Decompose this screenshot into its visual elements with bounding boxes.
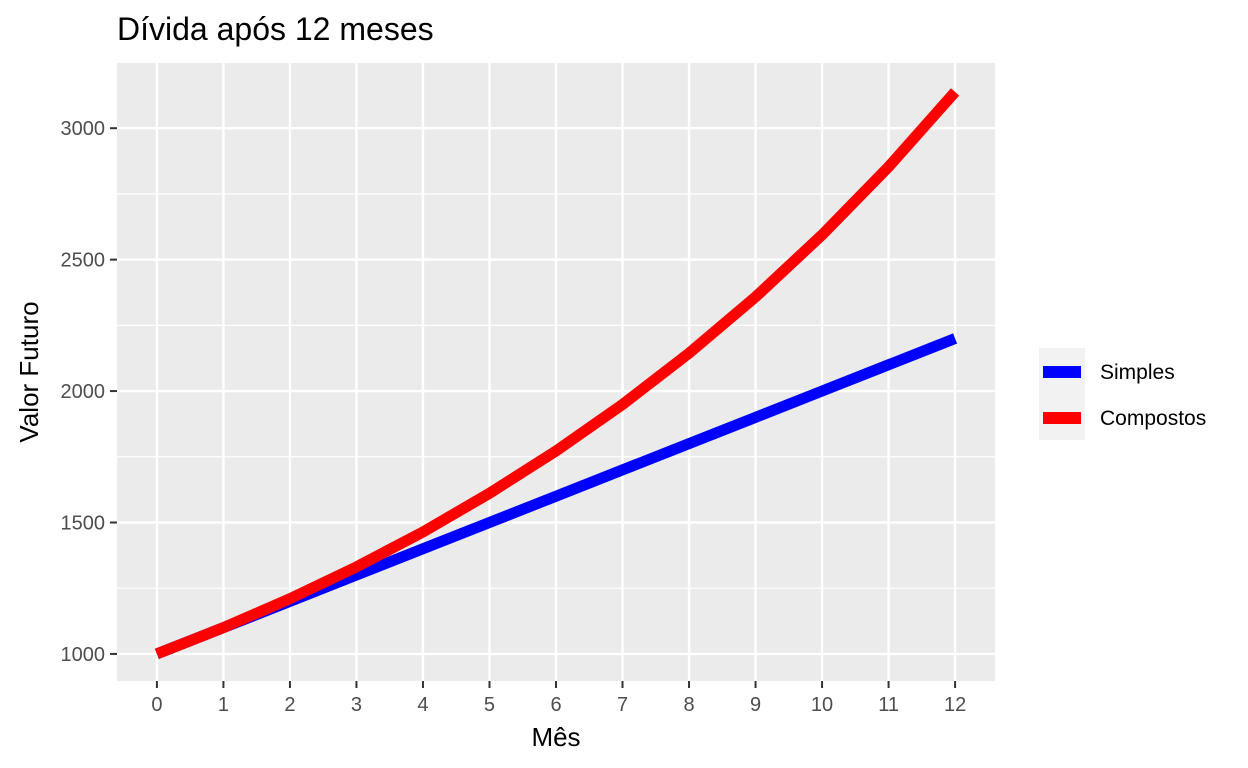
- y-axis: 1000 1500 2000 2500 3000: [61, 118, 117, 666]
- x-tick-label: 2: [284, 694, 295, 716]
- x-tick-label: 0: [151, 694, 162, 716]
- x-tick-label: 11: [878, 694, 899, 716]
- major-gridlines: [117, 63, 995, 681]
- x-tick-label: 10: [811, 694, 833, 716]
- x-tick-label: 9: [750, 694, 761, 716]
- x-tick-label: 8: [683, 694, 694, 716]
- series-line-compostos: [154, 88, 960, 660]
- x-tick-label: 6: [550, 694, 561, 716]
- x-tick-label: 7: [617, 694, 628, 716]
- y-tick-label: 1000: [61, 644, 106, 666]
- x-tick-label: 5: [484, 694, 495, 716]
- legend-label-simples: Simples: [1100, 361, 1175, 384]
- legend-key-background: [1039, 348, 1085, 440]
- legend: Simples Compostos: [1039, 348, 1206, 440]
- x-tick-label: 4: [417, 694, 428, 716]
- y-tick-label: 3000: [61, 118, 106, 140]
- legend-key-simples: [1043, 366, 1081, 378]
- y-axis-title: Valor Futuro: [14, 301, 44, 442]
- x-axis-title: Mês: [531, 722, 580, 752]
- series-lines: [154, 88, 960, 660]
- legend-label-compostos: Compostos: [1100, 407, 1206, 430]
- x-axis: 0 1 2 3 4 5 6 7 8 9 10 11 12: [151, 681, 966, 716]
- y-tick-label: 2500: [61, 250, 106, 272]
- x-tick-label: 1: [218, 694, 229, 716]
- x-tick-label: 12: [944, 694, 966, 716]
- y-tick-label: 1500: [61, 512, 106, 534]
- x-tick-label: 3: [351, 694, 362, 716]
- y-tick-label: 2000: [61, 381, 106, 403]
- legend-key-compostos: [1043, 412, 1081, 424]
- chart-title: Dívida após 12 meses: [117, 11, 434, 47]
